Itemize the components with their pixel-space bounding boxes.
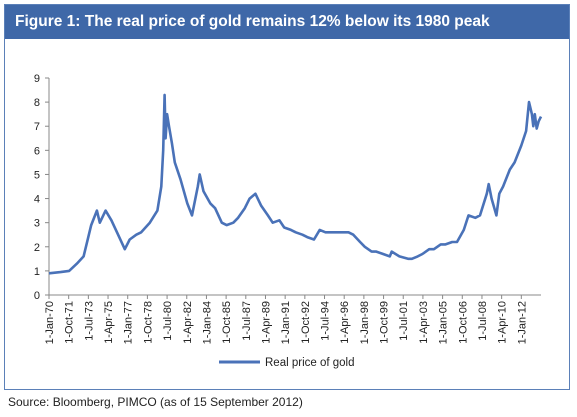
x-tick-label: 1-Jan-77 (123, 301, 135, 344)
x-tick-label: 1-Apr-10 (497, 301, 509, 344)
x-tick-label: 1-Apr-75 (103, 301, 115, 344)
x-tick-label: 1-Apr-89 (260, 301, 272, 344)
figure-frame: Figure 1: The real price of gold remains… (4, 4, 570, 390)
series-line (48, 93, 543, 275)
x-tick-label: 1-Jan-84 (201, 301, 213, 344)
line-chart: 0 1 2 3 4 5 6 7 8 9 1-Jan-70 1-Oct-71 1-Jul-73 1-Apr… (34, 73, 543, 369)
x-tick-label: 1-Jul-01 (398, 301, 410, 341)
y-tick-label: 5 (34, 169, 40, 181)
y-axis: 0 1 2 3 4 5 6 7 8 9 (34, 73, 50, 302)
source-note: Source: Bloomberg, PIMCO (as of 15 Septe… (8, 395, 303, 409)
x-tick-label: 1-Apr-03 (418, 301, 430, 344)
y-tick-label: 0 (34, 290, 40, 302)
y-tick-label: 2 (34, 242, 40, 254)
y-tick-label: 1 (34, 266, 40, 278)
x-tick-label: 1-Oct-99 (379, 301, 391, 344)
x-tick-label: 1-Jan-05 (438, 301, 450, 344)
x-tick-label: 1-Jul-94 (320, 301, 332, 341)
legend-label: Real price of gold (265, 357, 355, 369)
y-tick-label: 9 (34, 73, 40, 85)
legend: Real price of gold (219, 357, 355, 369)
x-axis: 1-Jan-70 1-Oct-71 1-Jul-73 1-Apr-75 1-Jan-77… (44, 294, 541, 344)
x-tick-label: 1-Oct-92 (300, 301, 312, 344)
x-tick-label: 1-Apr-96 (339, 301, 351, 344)
y-tick-label: 4 (34, 194, 40, 206)
series-group (48, 93, 543, 275)
x-tick-label: 1-Jan-91 (280, 301, 292, 344)
x-tick-label: 1-Oct-85 (221, 301, 233, 344)
x-tick-label: 1-Oct-71 (64, 301, 76, 344)
x-tick-label: 1-Oct-78 (142, 301, 154, 344)
x-tick-label: 1-Apr-82 (182, 301, 194, 344)
x-tick-label: 1-Jul-87 (241, 301, 253, 341)
x-tick-label: 1-Jan-70 (44, 301, 56, 344)
y-tick-label: 6 (34, 145, 40, 157)
y-tick-label: 3 (34, 218, 40, 230)
x-tick-label: 1-Jul-08 (477, 301, 489, 341)
x-tick-label: 1-Jul-73 (83, 301, 95, 341)
y-tick-label: 7 (34, 121, 40, 133)
x-tick-label: 1-Jan-98 (359, 301, 371, 344)
x-tick-label: 1-Jul-80 (162, 301, 174, 341)
x-tick-label: 1-Jan-12 (516, 301, 528, 344)
figure-title: Figure 1: The real price of gold remains… (5, 5, 569, 39)
x-tick-label: 1-Oct-06 (457, 301, 469, 344)
y-tick-label: 8 (34, 97, 40, 109)
